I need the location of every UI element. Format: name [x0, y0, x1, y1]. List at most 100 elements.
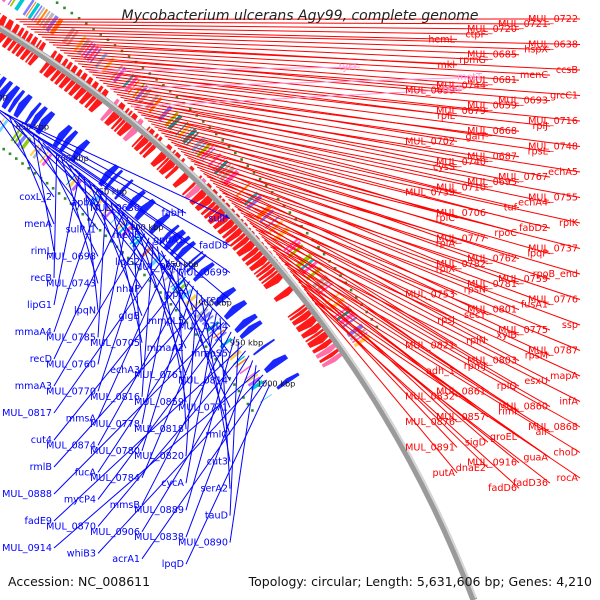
- feature-block: [228, 349, 242, 361]
- gc-dot: [121, 251, 124, 254]
- forward-gene-label: ccsB: [556, 65, 578, 76]
- gc-dot: [127, 55, 131, 58]
- forward-gene-label: MUL_0737: [528, 244, 578, 255]
- forward-gene-label: rpmG: [459, 55, 486, 66]
- reverse-gene-label: mycP4: [64, 494, 96, 505]
- leader-line: [97, 196, 107, 338]
- reverse-gene-label: sulP: [208, 214, 228, 225]
- forward-gene-label: MUL_0693: [498, 96, 548, 107]
- reverse-gene-label: MUL_0698: [46, 251, 96, 262]
- leader-line: [137, 111, 458, 193]
- gc-dot: [45, 181, 49, 185]
- gc-dot: [164, 297, 167, 300]
- reverse-gene-arrow: [223, 300, 248, 320]
- forward-gene-label: MUL_0755: [528, 193, 578, 204]
- leader-line: [164, 135, 520, 234]
- gc-dot: [204, 345, 208, 349]
- reverse-gene-arrow: [276, 372, 300, 390]
- gc-dot: [240, 158, 243, 161]
- forward-gene-label: rpoC: [494, 228, 517, 239]
- gc-dot: [190, 327, 193, 330]
- leader-line: [60, 157, 99, 284]
- gc-dot: [227, 145, 231, 148]
- feature-block: [9, 0, 16, 7]
- leader-line: [156, 246, 187, 403]
- reverse-gene-label: mmsA: [66, 413, 97, 424]
- gc-dot: [85, 22, 88, 25]
- leader-line: [110, 200, 143, 343]
- reverse-gene-label: MUL_0704: [178, 322, 228, 333]
- forward-gene-label: MUL_0687: [467, 152, 517, 163]
- forward-gene-label: rplJ: [532, 121, 548, 132]
- forward-gene-label: rplX: [436, 264, 456, 275]
- forward-gene-label: rplQ: [497, 381, 518, 392]
- gc-dot: [234, 151, 237, 155]
- reverse-gene-arrow: [192, 262, 215, 282]
- leader-line: [63, 52, 489, 86]
- forward-gene-label: groEL: [490, 432, 518, 443]
- rna-gene-label: metT: [457, 72, 482, 83]
- reverse-gene-arrow: [0, 73, 1, 76]
- reverse-gene-label: recB: [31, 273, 53, 284]
- gc-dot: [322, 252, 326, 256]
- leader-line: [281, 260, 581, 428]
- reverse-gene-label: rimL: [31, 246, 53, 257]
- reverse-gene-label: cycA: [161, 478, 184, 489]
- feature-block: [245, 373, 259, 384]
- leader-line: [53, 345, 243, 522]
- feature-block: [201, 147, 216, 162]
- reverse-gene-label: fadD8: [199, 241, 228, 252]
- reverse-gene-arrow: [114, 179, 134, 200]
- leader-line: [243, 215, 520, 362]
- reverse-gene-label: sulP_1: [66, 224, 96, 235]
- leader-line: [144, 117, 551, 204]
- reverse-gene-label: MUL_0874: [46, 440, 96, 451]
- gc-dot: [27, 167, 30, 170]
- forward-gene-label: MUL_0759: [498, 274, 548, 285]
- leader-line: [219, 317, 231, 489]
- gc-dot: [110, 240, 113, 243]
- reverse-gene-label: MUL_0671: [134, 262, 184, 273]
- forward-gene-label: MUL_0748: [528, 142, 578, 153]
- accession-label: Accession: NC_008611: [8, 574, 151, 589]
- gc-dot: [288, 211, 292, 214]
- feature-block: [179, 288, 193, 301]
- leader-line: [284, 263, 551, 433]
- reverse-gene-arrow: [239, 320, 263, 340]
- leader-line: [109, 76, 485, 90]
- gc-dot: [159, 291, 162, 294]
- feature-block: [16, 133, 28, 147]
- reverse-gene-arrow: [70, 139, 91, 163]
- reverse-gene-label: MUL_0743: [46, 278, 96, 289]
- forward-gene-label: MUL_0775: [498, 325, 548, 336]
- reverse-gene-label: recC: [206, 295, 228, 306]
- forward-gene-label: fusA1: [521, 300, 548, 311]
- forward-gene-label: MUL_0803: [467, 356, 517, 367]
- forward-gene-label: mapA: [550, 371, 578, 382]
- gc-dot: [168, 89, 172, 93]
- forward-gene-label: ssp: [562, 320, 578, 331]
- feature-block: [244, 371, 257, 381]
- leader-line: [267, 242, 581, 402]
- feature-block: [283, 238, 299, 252]
- rna-gene-label: tyrT: [339, 62, 358, 73]
- leader-line: [70, 57, 581, 96]
- feature-block: [239, 364, 252, 375]
- reverse-gene-label: MUL_0699: [178, 268, 228, 279]
- leader-line: [97, 350, 246, 527]
- leader-line: [97, 216, 129, 365]
- gc-dot: [63, 197, 67, 200]
- forward-gene-label: echA5: [548, 167, 578, 178]
- leader-line: [106, 85, 581, 147]
- feature-block: [36, 8, 49, 25]
- leader-line: [141, 242, 154, 397]
- reverse-gene-label: MUL_0630: [90, 203, 140, 214]
- leader-line: [26, 26, 489, 35]
- forward-gene-label: rpsJ: [437, 315, 455, 326]
- feature-block: [299, 258, 315, 272]
- leader-line: [60, 49, 520, 81]
- leader-line: [229, 341, 239, 516]
- feature-block: [212, 329, 225, 339]
- feature-block: [250, 380, 264, 391]
- leader-line: [53, 212, 125, 360]
